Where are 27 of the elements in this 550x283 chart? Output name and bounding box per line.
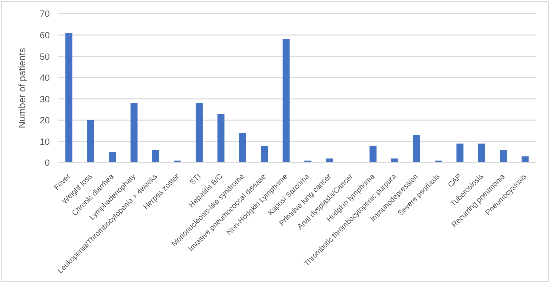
y-tick-label: 50 bbox=[40, 52, 50, 62]
y-axis-title: Number of patients bbox=[17, 48, 28, 128]
y-tick-label: 70 bbox=[40, 9, 50, 20]
bar bbox=[370, 146, 377, 163]
bar bbox=[326, 158, 334, 163]
bar bbox=[239, 133, 246, 163]
bar bbox=[392, 158, 399, 163]
bar bbox=[109, 152, 116, 163]
bar bbox=[413, 135, 420, 163]
bar bbox=[196, 103, 203, 163]
bar bbox=[522, 156, 529, 163]
bar bbox=[261, 146, 268, 163]
y-tick-label: 30 bbox=[40, 94, 50, 104]
y-tick-label: 20 bbox=[40, 116, 50, 126]
bar bbox=[500, 150, 508, 163]
bar bbox=[152, 150, 160, 163]
y-tick-label: 10 bbox=[40, 136, 50, 147]
bar bbox=[218, 114, 225, 163]
bar bbox=[478, 144, 486, 163]
bar bbox=[130, 103, 138, 163]
y-tick-label: 40 bbox=[40, 73, 50, 84]
bar bbox=[66, 33, 73, 163]
bar bbox=[456, 144, 464, 163]
y-tick-label: 60 bbox=[40, 30, 50, 40]
y-tick-label: 0 bbox=[44, 158, 50, 168]
bar bbox=[87, 120, 94, 163]
bar bbox=[282, 40, 290, 163]
